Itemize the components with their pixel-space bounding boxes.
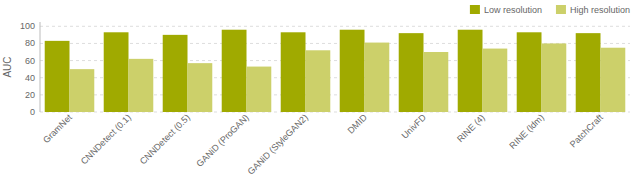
bar <box>188 63 213 112</box>
bar <box>458 30 483 112</box>
y-tick-label: 80 <box>25 38 35 48</box>
x-tick-label: RINE (ldm) <box>507 112 546 151</box>
bar <box>399 33 424 112</box>
legend-item: Low resolution <box>470 5 542 15</box>
legend-label: High resolution <box>570 5 630 15</box>
legend-label: Low resolution <box>484 5 542 15</box>
bar <box>45 41 70 112</box>
bar <box>365 43 390 112</box>
x-tick-label: GramNet <box>41 112 74 145</box>
bar <box>517 32 542 112</box>
x-tick-label: RINE (4) <box>455 112 487 144</box>
bar <box>281 32 306 112</box>
bar <box>70 69 95 112</box>
x-tick-label: CNNDetect (0.5) <box>138 112 192 166</box>
bar <box>247 67 272 112</box>
legend-swatch <box>556 5 566 14</box>
chart-container: 0 20 40 60 80 100 AUC GramNetCNNDetect (0.1)CNN… <box>0 0 640 176</box>
bar <box>129 59 154 112</box>
y-tick-label: 100 <box>20 21 35 31</box>
bar <box>424 52 449 112</box>
x-tick-label: GANiD (ProGAN) <box>194 112 251 169</box>
x-tick-label: PatchCraft <box>568 112 605 149</box>
y-tick-label: 60 <box>25 56 35 66</box>
y-axis-label: AUC <box>2 56 13 77</box>
chart-svg: 0 20 40 60 80 100 AUC GramNetCNNDetect (0.1)CNN… <box>0 0 640 176</box>
bar <box>222 30 247 112</box>
bar <box>542 43 567 112</box>
legend: Low resolution High resolution <box>470 5 630 15</box>
bars <box>45 30 626 112</box>
grid-line <box>40 26 630 27</box>
x-tick-label: GANiD (StyleGAN2) <box>246 112 310 176</box>
x-tick-label: CNNDetect (0.1) <box>79 112 133 166</box>
y-tick-label: 20 <box>25 90 35 100</box>
x-tick-label: UnivFD <box>400 112 429 141</box>
bar <box>306 50 331 112</box>
bar <box>576 33 601 112</box>
legend-swatch <box>470 5 480 14</box>
y-tick-label: 40 <box>25 73 35 83</box>
bar <box>163 35 188 112</box>
bar <box>601 48 626 112</box>
bar <box>483 49 508 112</box>
bar <box>104 32 129 112</box>
y-tick-label: 0 <box>30 107 35 117</box>
legend-item: High resolution <box>556 5 630 15</box>
x-tick-label: DMID <box>346 112 370 136</box>
grid <box>40 26 630 112</box>
bar <box>340 30 365 112</box>
y-axis-line <box>40 22 41 112</box>
